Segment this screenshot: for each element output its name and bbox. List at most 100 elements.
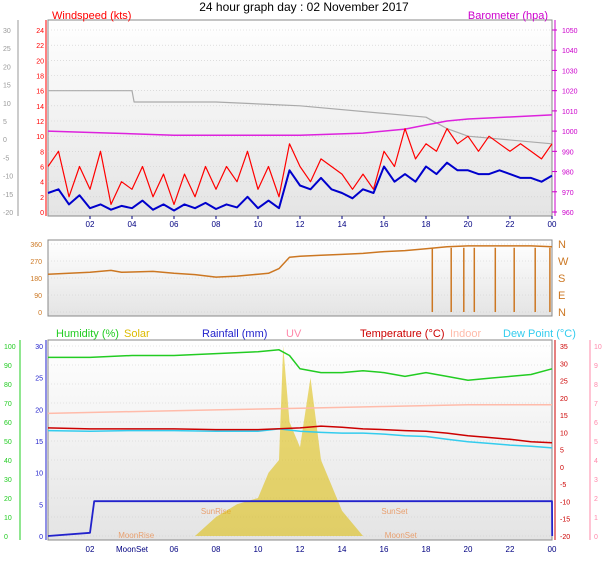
x-tick-label: 16 [380,545,389,554]
x-tick-label: 10 [254,220,263,229]
solar-area [195,346,363,536]
wind-tick-label: 0 [40,210,44,217]
wind-tick-label: 10 [36,134,44,141]
humidity-line [48,349,553,381]
uv-tick-label: 9 [594,363,598,370]
outer-tick-label: -10 [3,174,13,181]
wind-tick-label: 6 [40,165,44,172]
uv-tick-label: 3 [594,477,598,484]
humidity-tick-label: 90 [4,363,12,370]
humidity-tick-label: 0 [4,534,8,541]
temperature-tick-label: -5 [560,482,566,489]
baro-tick-label: 1040 [562,48,578,55]
legend-rainfall: Rainfall (mm) [202,328,267,340]
rainfall-line [47,500,554,537]
x-tick-label: 10 [254,545,263,554]
wind-axis-title: Windspeed (kts) [52,10,131,22]
outer-tick-label: 5 [3,119,7,126]
wind-barometer-panel: -20-15-10-505101520253002468101214161820… [3,10,578,229]
sun-moon-annotation: MoonSet [385,531,418,540]
temperature-tick-label: -15 [560,517,570,524]
rain-tick-label: 10 [35,471,43,478]
humidity-tick-label: 20 [4,496,12,503]
baro-tick-label: 990 [562,149,574,156]
outer-tick-label: 30 [3,28,11,35]
x-tick-label: 18 [422,220,431,229]
temperature-tick-label: 20 [560,396,568,403]
baro-tick-label: 1030 [562,68,578,75]
uv-tick-label: 7 [594,401,598,408]
direction-tick-label: 0 [38,310,42,317]
outer-tick-label: -15 [3,192,13,199]
plot-area [47,19,553,217]
x-tick-label: 02 [86,545,95,554]
wind-direction-line [47,245,553,278]
x-tick-label: 12 [296,545,305,554]
rain-tick-label: 20 [35,407,43,414]
temperature-tick-label: 10 [560,430,568,437]
compass-label: N [558,307,566,319]
x-tick-label: 06 [170,545,179,554]
sun-moon-annotation: MoonRise [118,531,155,540]
baro-tick-label: 1000 [562,129,578,136]
wind-tick-label: 2 [40,195,44,202]
compass-label: S [558,273,565,285]
x-tick-label: 12 [296,220,305,229]
uv-tick-label: 10 [594,344,602,351]
humidity-tick-label: 40 [4,458,12,465]
x-tick-label: 04 [128,220,137,229]
legend-indoor: Indoor [450,328,482,340]
compass-label: N [558,239,566,251]
temperature-tick-label: 35 [560,344,568,351]
wind-tick-label: 22 [36,43,44,50]
x-tick-label: 22 [506,545,515,554]
temperature-tick-label: 15 [560,413,568,420]
outer-tick-label: 25 [3,46,11,53]
outer-tick-label: -5 [3,155,9,162]
legend-humidity: Humidity (%) [56,328,119,340]
baro-tick-label: 1010 [562,109,578,116]
outer-tick-label: 20 [3,64,11,71]
temperature-tick-label: 30 [560,361,568,368]
x-tick-label: 14 [338,220,347,229]
avg-wind-line [47,161,553,212]
dew-point-line [47,428,553,449]
temperature-tick-label: 0 [560,465,564,472]
x-tick-label: 06 [170,220,179,229]
outer-tick-label: 15 [3,83,11,90]
uv-tick-label: 6 [594,420,598,427]
temperature-line [47,425,553,444]
uv-tick-label: 1 [594,515,598,522]
rain-tick-label: 25 [35,376,43,383]
wind-tick-label: 14 [36,104,44,111]
sun-moon-annotation: SunRise [201,507,232,516]
barometer-axis-title: Barometer (hpa) [468,10,548,22]
humidity-tick-label: 70 [4,401,12,408]
x-tick-label: 08 [212,545,221,554]
baro-tick-label: 970 [562,190,574,197]
uv-tick-label: 5 [594,439,598,446]
x-tick-label: 16 [380,220,389,229]
humidity-tick-label: 10 [4,515,12,522]
x-tick-label: 14 [338,545,347,554]
uv-tick-label: 4 [594,458,598,465]
direction-tick-label: 90 [34,293,42,300]
humidity-tick-label: 30 [4,477,12,484]
uv-tick-label: 2 [594,496,598,503]
uv-tick-label: 8 [594,382,598,389]
wind-tick-label: 8 [40,149,44,156]
chart-title: 24 hour graph day : 02 November 2017 [199,0,409,14]
direction-tick-label: 360 [30,242,42,249]
direction-tick-label: 180 [30,276,42,283]
x-tick-label: MoonSet [116,545,149,554]
baro-tick-label: 1020 [562,89,578,96]
legend-dew_point: Dew Point (°C) [503,328,576,340]
legend-solar: Solar [124,328,150,340]
humidity-tick-label: 60 [4,420,12,427]
x-tick-label: 18 [422,545,431,554]
humidity-tick-label: 50 [4,439,12,446]
rain-tick-label: 30 [35,344,43,351]
